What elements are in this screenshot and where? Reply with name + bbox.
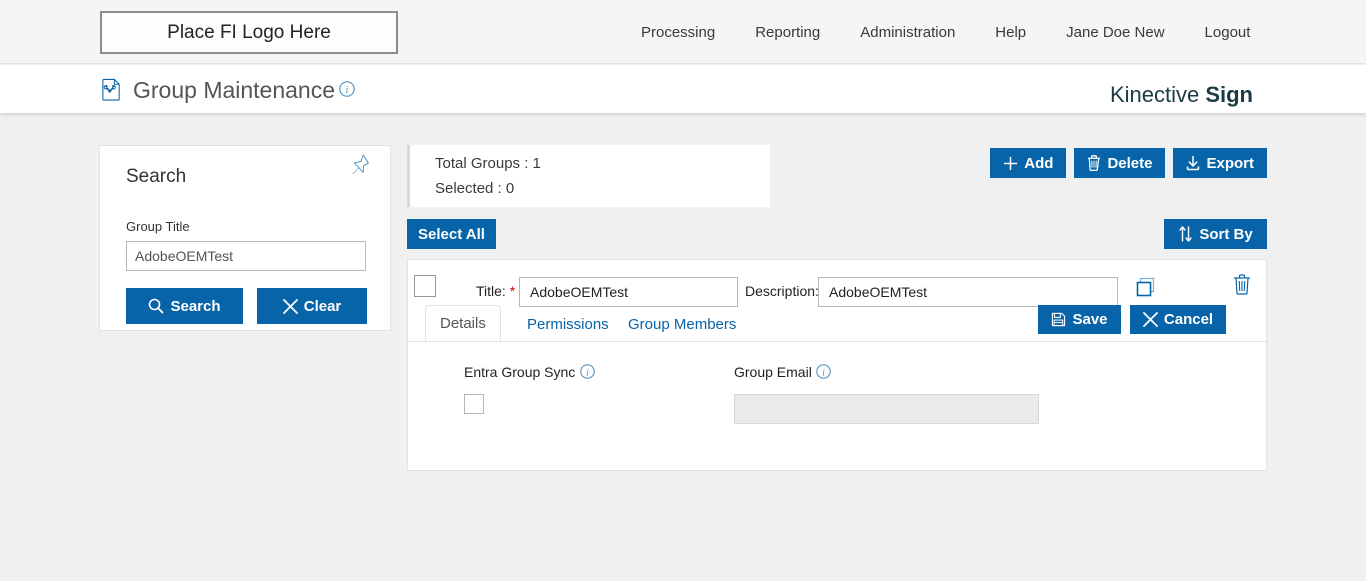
- svg-text:i: i: [346, 85, 349, 96]
- svg-text:i: i: [822, 367, 825, 378]
- svg-text:i: i: [586, 367, 589, 378]
